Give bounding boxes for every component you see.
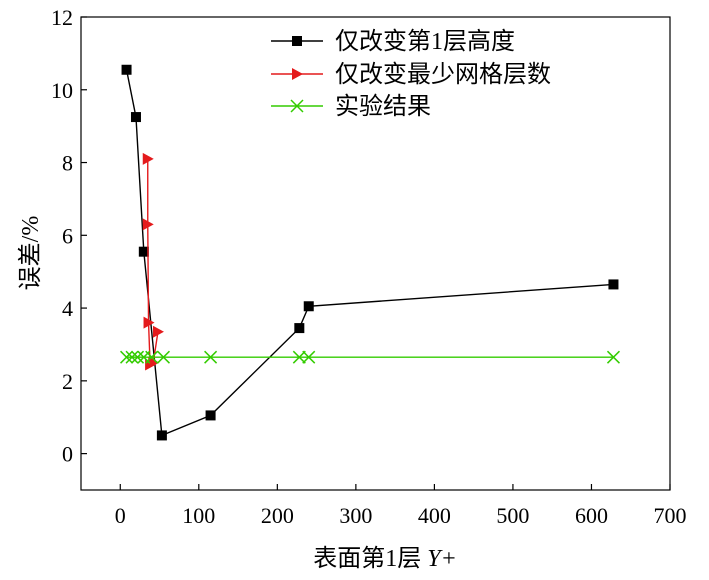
legend-marker bbox=[292, 36, 302, 46]
series-3-point bbox=[156, 350, 170, 364]
x-marker-stroke bbox=[290, 99, 304, 113]
legend-label: 仅改变最少网格层数 bbox=[335, 61, 551, 88]
legend-label: 实验结果 bbox=[335, 93, 431, 120]
x-marker-stroke bbox=[145, 350, 159, 364]
x-marker-stroke bbox=[120, 350, 134, 364]
series-3-point bbox=[204, 350, 218, 364]
x-tick-label: 400 bbox=[418, 503, 451, 528]
series-3 bbox=[120, 350, 620, 364]
y-tick-label: 2 bbox=[62, 369, 73, 394]
legend-item-2: 仅改变最少网格层数 bbox=[271, 61, 551, 88]
series-3-point bbox=[145, 350, 159, 364]
series-3-point bbox=[292, 350, 306, 364]
series-1-point bbox=[130, 112, 141, 123]
series-3-point bbox=[606, 350, 620, 364]
x-tick-label: 300 bbox=[339, 503, 372, 528]
legend-item-3: 实验结果 bbox=[271, 93, 431, 120]
series-layer bbox=[120, 64, 620, 441]
x-tick-label: 600 bbox=[575, 503, 608, 528]
series-2-point bbox=[142, 218, 154, 231]
plot-border bbox=[80, 16, 671, 491]
series-3-point bbox=[125, 350, 139, 364]
series-1-point bbox=[138, 246, 149, 257]
series-2-point bbox=[143, 316, 155, 329]
x-marker-stroke bbox=[606, 350, 620, 364]
series-1-point bbox=[156, 430, 167, 441]
x-marker-stroke bbox=[292, 350, 306, 364]
y-tick-label: 12 bbox=[51, 5, 73, 30]
x-tick-label: 500 bbox=[496, 503, 529, 528]
x-marker-stroke bbox=[302, 350, 316, 364]
x-tick-label: 700 bbox=[654, 503, 687, 528]
y-axis-title: 误差/% bbox=[17, 216, 44, 291]
series-2-point bbox=[148, 356, 160, 369]
series-1-line bbox=[125, 69, 614, 437]
x-tick-label: 0 bbox=[115, 503, 126, 528]
series-1-point bbox=[294, 323, 305, 334]
series-1-point bbox=[608, 279, 619, 290]
series-1-point bbox=[121, 64, 132, 75]
series-2-point bbox=[142, 152, 154, 165]
series-2 bbox=[142, 152, 164, 371]
x-axis-title: 表面第1层 Y+ bbox=[313, 545, 457, 572]
y-tick-label: 0 bbox=[62, 442, 73, 467]
legend-item-1: 仅改变第1层高度 bbox=[271, 28, 515, 55]
series-3-point bbox=[302, 350, 316, 364]
series-3-point bbox=[131, 350, 145, 364]
x-axis-title-var: Y+ bbox=[427, 546, 457, 572]
series-1 bbox=[121, 64, 619, 441]
y-tick-label: 4 bbox=[62, 296, 73, 321]
series-1-point bbox=[303, 301, 314, 312]
x-axis-title-main: 表面第1层 bbox=[313, 545, 421, 572]
series-1-point bbox=[205, 410, 216, 421]
x-marker-stroke bbox=[131, 350, 145, 364]
x-tick-label: 100 bbox=[182, 503, 215, 528]
x-tick-label: 200 bbox=[261, 503, 294, 528]
legend-marker bbox=[290, 99, 304, 113]
y-tick-label: 8 bbox=[62, 151, 73, 176]
y-tick-label: 6 bbox=[62, 223, 73, 248]
x-marker-stroke bbox=[125, 350, 139, 364]
plot-frame bbox=[80, 16, 671, 491]
y-tick-label: 10 bbox=[51, 78, 73, 103]
x-marker-stroke bbox=[204, 350, 218, 364]
series-3-point bbox=[120, 350, 134, 364]
axis-ticks: 0 100 200 300 400 500 600 700 0 2 4 6 8 10 12 bbox=[51, 5, 687, 528]
x-marker-stroke bbox=[156, 350, 170, 364]
legend-marker bbox=[292, 68, 303, 80]
series-2-point bbox=[152, 325, 164, 338]
legend-label: 仅改变第1层高度 bbox=[335, 28, 515, 55]
